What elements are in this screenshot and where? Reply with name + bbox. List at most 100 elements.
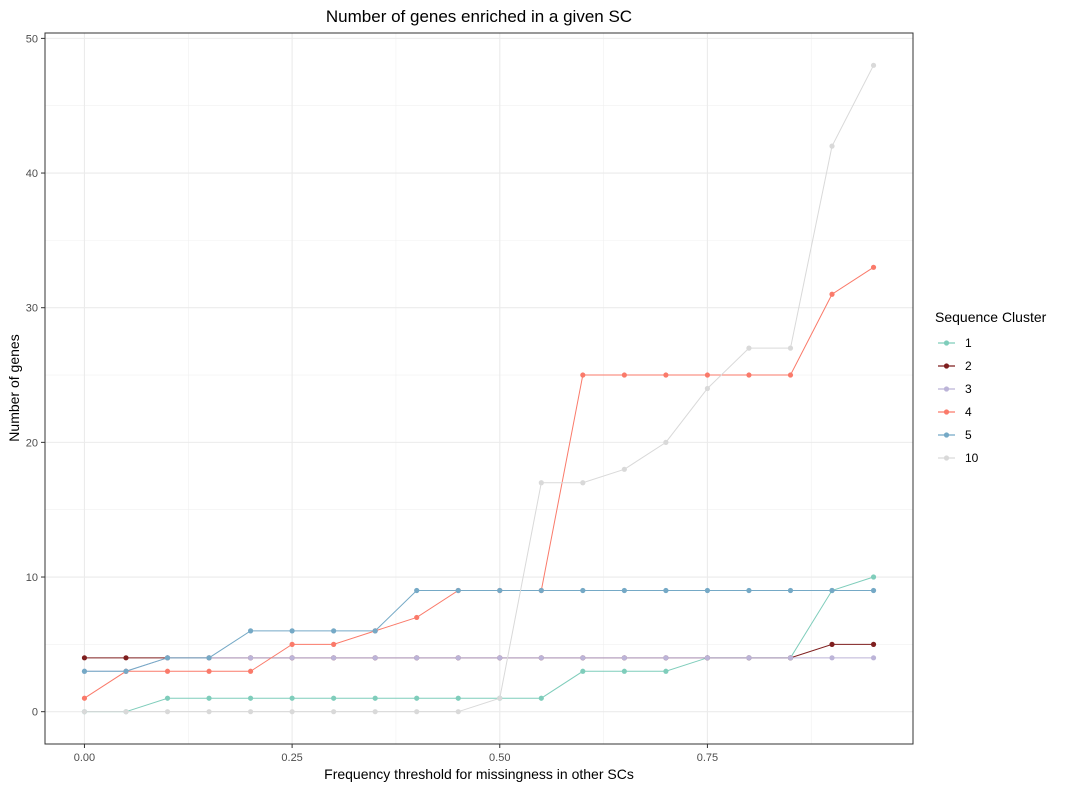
data-point-3: [704, 655, 711, 661]
data-point-5: [663, 587, 669, 594]
legend-label: 2: [965, 359, 972, 373]
data-point-4: [663, 372, 669, 378]
series-line-5: [84, 589, 874, 672]
y-tick-label: 40: [26, 168, 38, 180]
data-point-3: [372, 655, 378, 661]
data-point-3: [331, 655, 337, 661]
series-4: [81, 264, 877, 701]
data-point-10: [829, 143, 835, 149]
x-axis-title: Frequency threshold for missingness in o…: [324, 766, 634, 782]
legend-label: 5: [965, 428, 972, 442]
data-point-10: [206, 709, 212, 715]
data-point-5: [206, 655, 212, 661]
data-point-5: [247, 628, 254, 634]
data-point-5: [621, 587, 627, 594]
data-point-3: [289, 655, 295, 661]
data-point-5: [787, 587, 794, 594]
series-line-3: [84, 657, 874, 672]
legend-item-2: 2: [938, 359, 972, 373]
data-point-2: [81, 655, 88, 661]
data-point-5: [746, 587, 752, 594]
data-point-1: [870, 574, 877, 580]
data-point-4: [746, 372, 752, 378]
data-point-3: [787, 655, 794, 661]
data-point-1: [206, 695, 212, 701]
axis-ticks: 0.00 0.25 0.50 0.75 0 10 20 30 40 50: [26, 33, 718, 764]
data-point-10: [621, 466, 627, 472]
series-line-10: [84, 65, 874, 713]
data-point-5: [123, 668, 129, 674]
x-tick-label: 0.25: [281, 752, 302, 764]
data-point-10: [704, 385, 711, 392]
data-point-1: [455, 695, 461, 701]
data-point-4: [704, 372, 711, 378]
data-point-5: [164, 655, 171, 661]
data-point-10: [787, 345, 794, 351]
data-point-2: [123, 655, 129, 661]
data-point-1: [663, 668, 669, 674]
data-point-2: [870, 641, 877, 647]
data-point-3: [829, 655, 835, 661]
data-point-3: [455, 655, 461, 661]
data-point-3: [497, 655, 503, 661]
data-point-5: [538, 587, 544, 594]
y-tick-label: 30: [26, 303, 38, 315]
legend-title: Sequence Cluster: [935, 309, 1047, 325]
legend-key-point: [943, 455, 950, 461]
y-axis-title: Number of genes: [6, 334, 22, 441]
x-tick-label: 0.00: [74, 752, 95, 764]
legend-item-10: 10: [938, 451, 979, 465]
data-point-3: [247, 655, 254, 661]
data-point-1: [372, 695, 378, 701]
data-point-1: [580, 668, 586, 674]
data-point-5: [704, 587, 711, 594]
data-point-3: [621, 655, 627, 661]
data-point-3: [580, 655, 586, 661]
data-point-3: [414, 655, 420, 661]
legend-item-5: 5: [938, 428, 972, 442]
legend-key-point: [943, 340, 950, 346]
series-line-2: [84, 643, 874, 659]
legend-key-point: [943, 363, 950, 369]
series-line-4: [84, 266, 874, 699]
data-point-1: [414, 695, 420, 701]
data-point-10: [538, 480, 544, 486]
data-point-10: [414, 709, 420, 715]
data-point-10: [164, 709, 171, 715]
data-point-10: [746, 345, 752, 351]
legend-item-4: 4: [938, 405, 972, 419]
data-point-4: [164, 668, 171, 674]
data-point-5: [580, 587, 586, 594]
data-point-5: [497, 587, 503, 594]
data-point-10: [289, 709, 295, 715]
y-tick-label: 20: [26, 437, 38, 449]
data-point-4: [621, 372, 627, 378]
legend-label: 3: [965, 382, 972, 396]
data-point-1: [538, 695, 544, 701]
data-point-4: [247, 668, 254, 674]
chart-title: Number of genes enriched in a given SC: [326, 7, 632, 26]
data-point-5: [331, 628, 337, 634]
legend-label: 10: [965, 451, 979, 465]
legend-key-point: [943, 386, 950, 392]
data-point-3: [746, 655, 752, 661]
data-point-5: [414, 587, 420, 594]
legend-items: 1 2 3 4 5 10: [938, 336, 979, 465]
data-point-10: [372, 709, 378, 715]
data-point-4: [787, 372, 794, 378]
data-point-5: [81, 668, 88, 674]
data-point-3: [538, 655, 544, 661]
data-point-5: [289, 628, 295, 634]
data-point-4: [580, 372, 586, 378]
plot-panel-border: [44, 32, 914, 745]
data-point-5: [829, 587, 835, 594]
data-point-10: [663, 439, 669, 445]
series-layer: [81, 62, 877, 715]
grid: [45, 33, 913, 744]
data-point-10: [81, 709, 88, 715]
data-point-5: [870, 587, 877, 594]
data-point-3: [870, 655, 877, 661]
data-point-10: [247, 709, 254, 715]
